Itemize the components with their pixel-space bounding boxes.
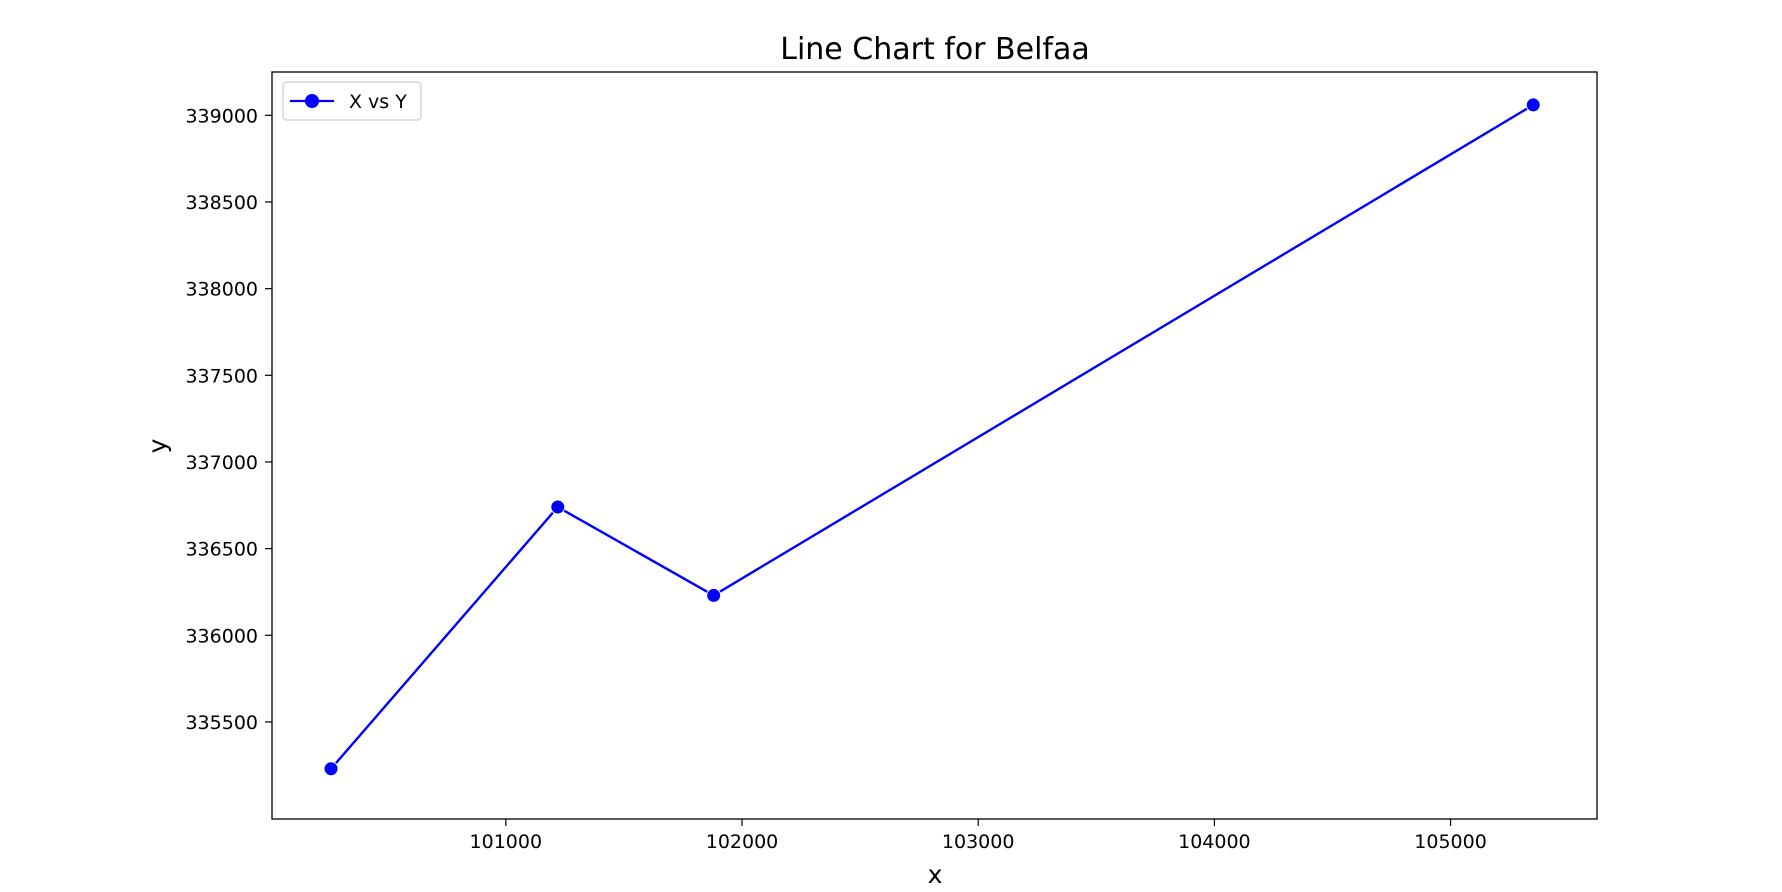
plot-frame xyxy=(271,71,1598,820)
data-point xyxy=(706,587,722,603)
series-layer xyxy=(323,97,1541,777)
x-tick-label: 101000 xyxy=(470,831,543,853)
x-tick-label: 104000 xyxy=(1178,831,1251,853)
y-axis-label: y xyxy=(143,438,172,453)
y-tick-label: 339000 xyxy=(185,105,258,127)
x-tick-label: 105000 xyxy=(1414,831,1487,853)
y-tick-label: 336000 xyxy=(185,625,258,647)
chart-title: Line Chart for Belfaa xyxy=(780,32,1090,67)
x-tick-label: 103000 xyxy=(942,831,1015,853)
data-point xyxy=(550,499,566,515)
legend: X vs Y xyxy=(282,81,422,121)
x-tick-label: 102000 xyxy=(706,831,779,853)
data-point xyxy=(323,761,339,777)
legend-label: X vs Y xyxy=(349,91,407,113)
y-axis-ticks: 335500 336000 336500 337000 337500 338000 3385… xyxy=(185,105,272,734)
legend-point-marker xyxy=(305,94,319,108)
y-tick-label: 337500 xyxy=(185,365,258,387)
data-point xyxy=(1525,97,1541,113)
legend-box xyxy=(282,81,422,121)
series-line xyxy=(330,103,1534,770)
y-tick-label: 338000 xyxy=(185,279,258,301)
y-tick-label: 335500 xyxy=(185,712,258,734)
y-tick-label: 336500 xyxy=(185,539,258,561)
x-axis-ticks: 101000 102000 103000 104000 105000 xyxy=(470,819,1487,853)
y-tick-label: 338500 xyxy=(185,192,258,214)
x-axis-label: x xyxy=(928,860,943,888)
y-tick-label: 337000 xyxy=(185,452,258,474)
